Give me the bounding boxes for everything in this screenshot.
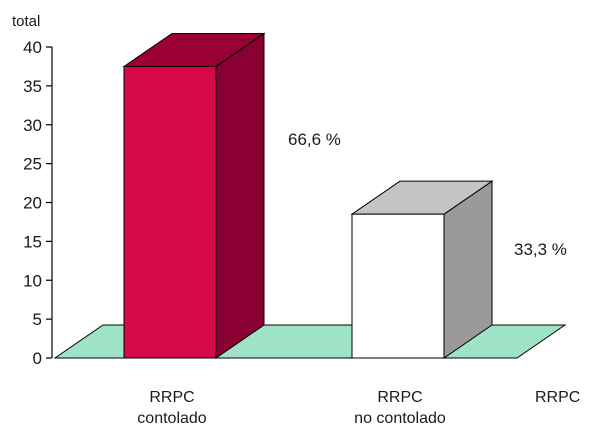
y-axis-title: total <box>12 13 40 30</box>
y-axis-ticks: 0 5 10 15 20 25 30 35 40 <box>23 38 52 368</box>
bar-side-face <box>215 32 265 359</box>
y-tick-label: 30 <box>23 116 42 135</box>
category-label: RRPC <box>377 389 422 406</box>
y-tick-label: 15 <box>23 232 42 251</box>
bar-2 <box>350 180 494 359</box>
category-label: no contolado <box>354 410 446 427</box>
y-tick-label: 0 <box>33 349 42 368</box>
category-label: RRPC <box>149 389 194 406</box>
category-label: contolado <box>137 410 206 427</box>
bar-front-face <box>351 213 445 359</box>
data-labels: 66,6 % 33,3 % <box>288 130 567 259</box>
y-tick-label: 5 <box>33 310 42 329</box>
x-axis-title: RRPC <box>535 389 580 406</box>
y-tick-label: 10 <box>23 271 42 290</box>
data-label: 66,6 % <box>288 130 341 149</box>
category-labels: RRPC contolado RRPC no contolado <box>137 389 446 427</box>
y-tick-label: 35 <box>23 77 42 96</box>
bar-front-face <box>123 65 217 359</box>
y-tick-label: 20 <box>23 194 42 213</box>
y-tick-label: 25 <box>23 155 42 174</box>
bars <box>122 32 494 359</box>
data-label: 33,3 % <box>514 240 567 259</box>
bar-1 <box>122 32 266 359</box>
y-tick-label: 40 <box>23 38 42 57</box>
